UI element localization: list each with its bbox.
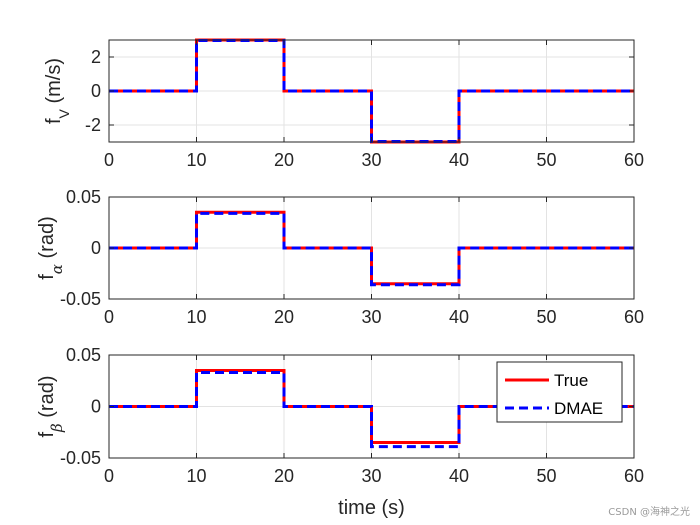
y-tick-label: 2 [91,47,101,67]
x-tick-label: 10 [186,466,206,486]
x-tick-label: 60 [624,307,644,327]
legend: True DMAE [496,361,623,423]
y-axis-label-subscript: α [48,264,66,274]
series-line-dmae [109,211,634,287]
x-tick-label: 50 [536,150,556,170]
y-axis-label: fβ (rad) [36,375,66,437]
y-tick-label: -2 [85,115,101,135]
y-tick-label: 0.05 [66,345,101,365]
legend-box [496,361,623,423]
y-axis-label-main: f [43,118,65,124]
y-axis-label-unit: (m/s) [43,58,65,109]
x-tick-label: 0 [104,466,114,486]
y-tick-label: 0 [91,238,101,258]
watermark-text: CSDN @海神之光 [608,505,690,518]
x-tick-label: 40 [449,466,469,486]
x-axis-label: time (s) [338,497,405,519]
x-tick-label: 20 [274,307,294,327]
y-tick-label: 0 [91,397,101,417]
x-tick-label: 20 [274,466,294,486]
y-axis-label-unit: (rad) [36,375,58,423]
x-tick-label: 60 [624,466,644,486]
x-tick-label: 10 [186,150,206,170]
x-tick-label: 50 [536,307,556,327]
y-axis-label-subscript: β [48,423,66,433]
y-axis-label: fα (rad) [36,216,66,280]
y-tick-label: 0 [91,81,101,101]
y-axis-label-subscript: V [56,108,72,118]
x-tick-label: 0 [104,307,114,327]
x-tick-label: 0 [104,150,114,170]
x-tick-label: 60 [624,150,644,170]
x-tick-label: 30 [361,466,381,486]
x-tick-label: 50 [536,466,556,486]
legend-label-true: True [554,371,588,390]
x-tick-label: 40 [449,307,469,327]
y-tick-label: -0.05 [60,289,101,309]
y-axis-label-main: f [36,432,58,438]
series-line-dmae [109,39,634,143]
x-tick-label: 20 [274,150,294,170]
y-axis-label: fV (m/s) [43,58,72,124]
y-axis-label-unit: (rad) [36,216,58,264]
y-tick-label: 0.05 [66,187,101,207]
y-tick-label: -0.05 [60,448,101,468]
x-tick-label: 30 [361,150,381,170]
x-tick-label: 10 [186,307,206,327]
legend-label-dmae: DMAE [554,399,603,418]
x-tick-label: 30 [361,307,381,327]
x-tick-label: 40 [449,150,469,170]
y-axis-label-main: f [36,274,58,280]
series-line-dmae [109,371,634,449]
